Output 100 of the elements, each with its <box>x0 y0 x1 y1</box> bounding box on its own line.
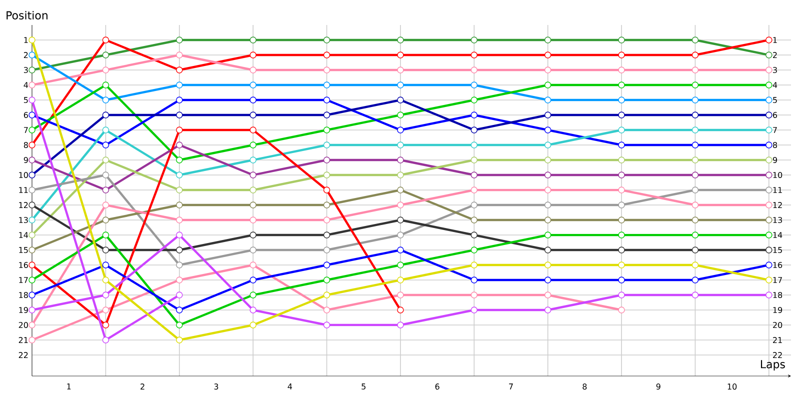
point <box>618 186 625 194</box>
point <box>470 186 478 194</box>
point <box>544 186 552 194</box>
point <box>28 232 36 238</box>
point <box>692 202 699 208</box>
point <box>250 276 256 284</box>
y-tick-label: 11 <box>19 187 28 193</box>
point <box>397 52 404 58</box>
point <box>470 126 478 134</box>
y-tick-label: 8 <box>24 142 28 148</box>
point <box>766 232 772 238</box>
point <box>397 216 404 224</box>
point <box>544 232 552 238</box>
point <box>28 36 36 44</box>
point <box>323 66 330 74</box>
point <box>28 216 36 224</box>
point <box>544 142 552 148</box>
point <box>692 186 699 194</box>
point <box>544 246 552 254</box>
point <box>618 292 625 298</box>
point <box>250 322 256 328</box>
point <box>176 126 183 134</box>
y2-tick-label: 21 <box>773 337 782 343</box>
y2-tick-label: 10 <box>773 172 782 178</box>
point <box>323 232 330 238</box>
point <box>618 66 625 74</box>
y-tick-label: 19 <box>19 306 28 314</box>
point <box>766 66 772 74</box>
point <box>323 306 330 314</box>
point <box>618 276 625 284</box>
point <box>692 262 699 268</box>
point <box>176 82 183 88</box>
point <box>766 186 772 194</box>
point <box>28 156 36 164</box>
point <box>102 96 110 104</box>
point <box>250 52 256 58</box>
point <box>323 82 330 88</box>
y-tick-label: 20 <box>18 322 28 328</box>
point <box>176 232 183 238</box>
y2-tick-label: 5 <box>773 97 777 103</box>
point <box>397 276 404 284</box>
y-tick-label: 21 <box>18 337 28 343</box>
y2-tick-label: 17 <box>773 277 782 283</box>
point <box>250 186 256 194</box>
y2-tick-label: 8 <box>772 142 777 148</box>
point <box>28 52 36 58</box>
y2-tick-label: 11 <box>773 187 782 193</box>
point <box>102 82 110 88</box>
point <box>766 52 772 58</box>
point <box>176 96 183 104</box>
point <box>102 186 110 194</box>
point <box>102 156 110 164</box>
point <box>397 186 404 194</box>
y2-tick-label: 6 <box>773 112 778 118</box>
y-axis-title: Position <box>6 10 48 20</box>
x-axis-title: Laps <box>760 360 785 370</box>
point <box>544 262 552 268</box>
point <box>250 262 256 268</box>
y-tick-label: 16 <box>19 262 28 268</box>
point <box>692 232 699 238</box>
x-tick-label: 7 <box>509 384 513 390</box>
point <box>766 262 772 268</box>
point <box>544 126 552 134</box>
point <box>323 96 330 104</box>
x-tick-label: 10 <box>728 384 737 390</box>
point <box>28 96 36 104</box>
point <box>544 82 552 88</box>
point <box>692 66 699 74</box>
point <box>544 172 552 178</box>
point <box>470 216 478 224</box>
point <box>692 276 699 284</box>
point <box>250 232 256 238</box>
point <box>102 202 110 208</box>
point <box>250 66 256 74</box>
point <box>102 142 110 148</box>
point <box>692 112 699 118</box>
y2-tick-label: 7 <box>773 127 777 133</box>
point <box>28 262 36 268</box>
x-tick-label: 6 <box>435 384 440 390</box>
point <box>544 276 552 284</box>
point <box>323 186 330 194</box>
point <box>102 232 110 238</box>
point <box>470 96 478 104</box>
point <box>102 126 110 134</box>
point <box>470 142 478 148</box>
point <box>544 156 552 164</box>
point <box>28 292 36 298</box>
point <box>470 52 478 58</box>
point <box>102 172 110 178</box>
y-tick-label: 6 <box>24 112 28 118</box>
point <box>102 306 110 314</box>
y2-tick-label: 3 <box>773 66 777 74</box>
point <box>618 246 625 254</box>
point <box>544 52 552 58</box>
point <box>544 202 552 208</box>
point <box>692 52 699 58</box>
point <box>692 126 699 134</box>
point <box>397 82 404 88</box>
point <box>28 202 36 208</box>
point <box>250 96 256 104</box>
